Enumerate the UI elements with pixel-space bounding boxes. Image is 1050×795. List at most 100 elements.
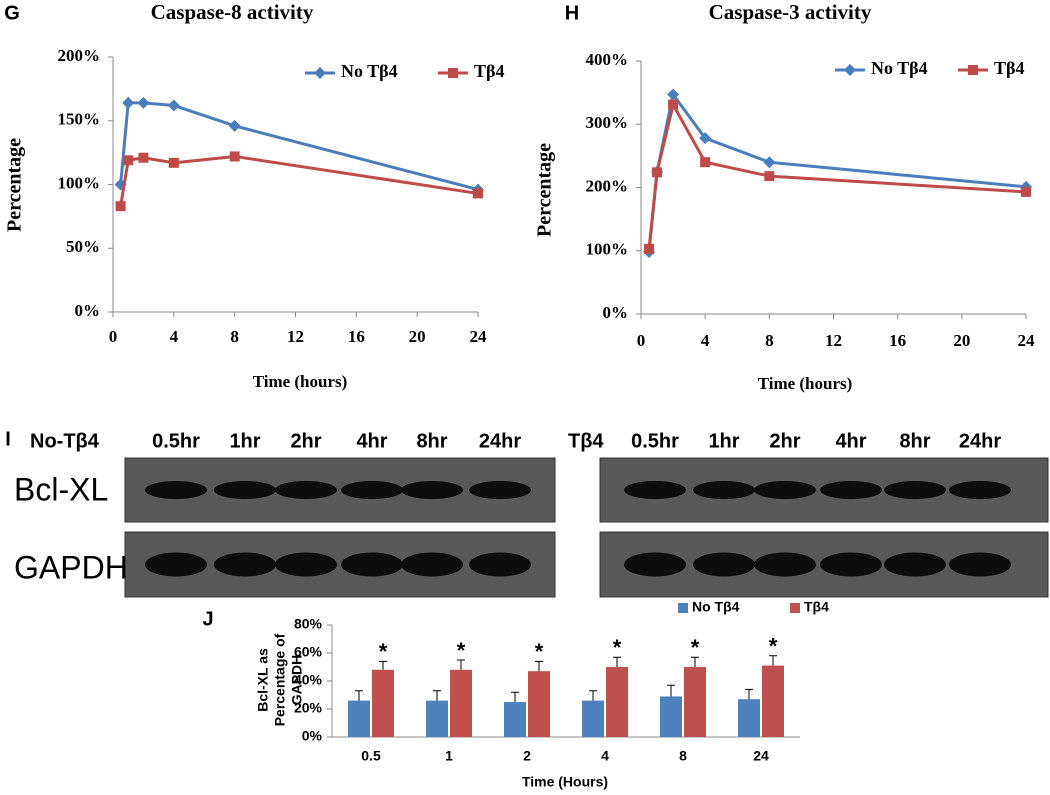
bar bbox=[348, 700, 370, 737]
y-axis-title: GAPDH bbox=[289, 655, 305, 706]
panel-label: J bbox=[202, 608, 213, 630]
blot-band bbox=[145, 481, 207, 499]
legend-label: No Tβ4 bbox=[692, 599, 740, 615]
blot-band bbox=[624, 552, 686, 577]
protein-label: GAPDH bbox=[14, 549, 128, 585]
protein-label: Bcl-XL bbox=[14, 471, 108, 507]
data-point bbox=[137, 96, 150, 109]
x-tick-label: 12 bbox=[825, 331, 842, 350]
panel-label: G bbox=[4, 2, 20, 24]
data-point bbox=[228, 119, 241, 132]
blot-band bbox=[884, 481, 946, 499]
x-tick-label: 16 bbox=[889, 331, 906, 350]
panel-label: H bbox=[565, 2, 579, 24]
legend-label: No Tβ4 bbox=[341, 61, 398, 81]
legend-marker bbox=[844, 64, 856, 76]
legend-marker bbox=[314, 67, 326, 79]
blot-band bbox=[693, 552, 755, 577]
significance-label: * bbox=[613, 635, 622, 660]
series-line bbox=[119, 154, 479, 207]
x-tick-label: 8 bbox=[679, 748, 687, 764]
x-tick-label: 16 bbox=[348, 327, 365, 346]
legend-marker bbox=[448, 68, 458, 78]
x-axis-title: Time (hours) bbox=[253, 372, 348, 391]
error-bar bbox=[745, 688, 753, 700]
x-tick-label: 8 bbox=[230, 327, 239, 346]
x-tick-label: 4 bbox=[170, 327, 179, 346]
blot-band bbox=[949, 481, 1011, 499]
bar bbox=[528, 671, 550, 737]
y-axis-title: Percentage of bbox=[272, 633, 288, 726]
data-point bbox=[167, 99, 180, 112]
x-tick-label: 24 bbox=[753, 748, 769, 764]
x-tick-label: 8 bbox=[765, 331, 774, 350]
significance-label: * bbox=[769, 634, 778, 659]
legend-label: Tβ4 bbox=[474, 61, 505, 81]
data-point bbox=[644, 243, 655, 254]
error-bar bbox=[535, 660, 543, 672]
lane-label: 4hr bbox=[835, 430, 866, 452]
lane-label: 2hr bbox=[290, 430, 321, 452]
bar bbox=[426, 700, 448, 737]
error-bar bbox=[769, 655, 777, 666]
lane-label: 0.5hr bbox=[631, 430, 679, 452]
y-tick-label: 150% bbox=[58, 110, 101, 129]
y-tick-label: 40% bbox=[294, 672, 323, 688]
error-bar bbox=[589, 690, 597, 701]
blot-band bbox=[754, 552, 816, 577]
bar bbox=[738, 699, 760, 737]
error-bar bbox=[433, 690, 441, 701]
x-tick-label: 1 bbox=[445, 748, 453, 764]
x-tick-label: 12 bbox=[287, 327, 304, 346]
y-tick-label: 200% bbox=[586, 176, 629, 195]
data-point bbox=[668, 99, 679, 110]
blot-band bbox=[401, 552, 463, 577]
error-bar bbox=[511, 691, 519, 702]
bar bbox=[372, 669, 394, 737]
x-axis-title: Time (hours) bbox=[758, 374, 853, 393]
blot-band bbox=[275, 552, 337, 577]
legend-label: Tβ4 bbox=[804, 599, 829, 615]
legend-label: Tβ4 bbox=[994, 58, 1025, 78]
y-tick-label: 100% bbox=[58, 173, 101, 192]
x-tick-label: 20 bbox=[409, 327, 426, 346]
lane-label: 1hr bbox=[708, 430, 739, 452]
y-axis-title: Percentage bbox=[534, 143, 556, 237]
data-point bbox=[1021, 186, 1031, 197]
x-tick-label: 20 bbox=[953, 331, 970, 350]
blot-band bbox=[693, 481, 755, 499]
error-bar bbox=[379, 660, 387, 670]
y-tick-label: 50% bbox=[66, 237, 100, 256]
blot-band bbox=[949, 552, 1011, 577]
y-tick-label: 200% bbox=[58, 46, 101, 65]
legend-swatch bbox=[678, 603, 688, 613]
bar bbox=[582, 700, 604, 737]
blot-band bbox=[214, 481, 276, 499]
error-bar bbox=[457, 659, 465, 670]
data-point bbox=[764, 171, 775, 182]
significance-label: * bbox=[535, 639, 544, 664]
x-tick-label: 4 bbox=[701, 331, 710, 350]
blot-band bbox=[884, 552, 946, 577]
error-bar bbox=[613, 656, 621, 667]
chart-title: Caspase-8 activity bbox=[151, 0, 314, 24]
blot-band bbox=[469, 481, 531, 499]
lane-label: 24hr bbox=[479, 430, 521, 452]
y-tick-label: 0% bbox=[75, 301, 101, 320]
x-tick-label: 0 bbox=[637, 331, 646, 350]
data-point bbox=[700, 157, 711, 168]
data-point bbox=[138, 152, 149, 163]
legend-label: No Tβ4 bbox=[871, 58, 928, 78]
lane-label: 8hr bbox=[899, 430, 930, 452]
y-tick-label: 80% bbox=[294, 616, 323, 632]
y-tick-label: 0% bbox=[603, 303, 629, 322]
x-tick-label: 0 bbox=[109, 327, 118, 346]
blot-band bbox=[401, 481, 463, 499]
series-line bbox=[647, 103, 1027, 250]
x-tick-label: 4 bbox=[601, 748, 609, 764]
lane-label: 1hr bbox=[229, 430, 260, 452]
data-point bbox=[122, 96, 135, 109]
data-point bbox=[652, 167, 663, 178]
blot-band bbox=[214, 552, 276, 577]
